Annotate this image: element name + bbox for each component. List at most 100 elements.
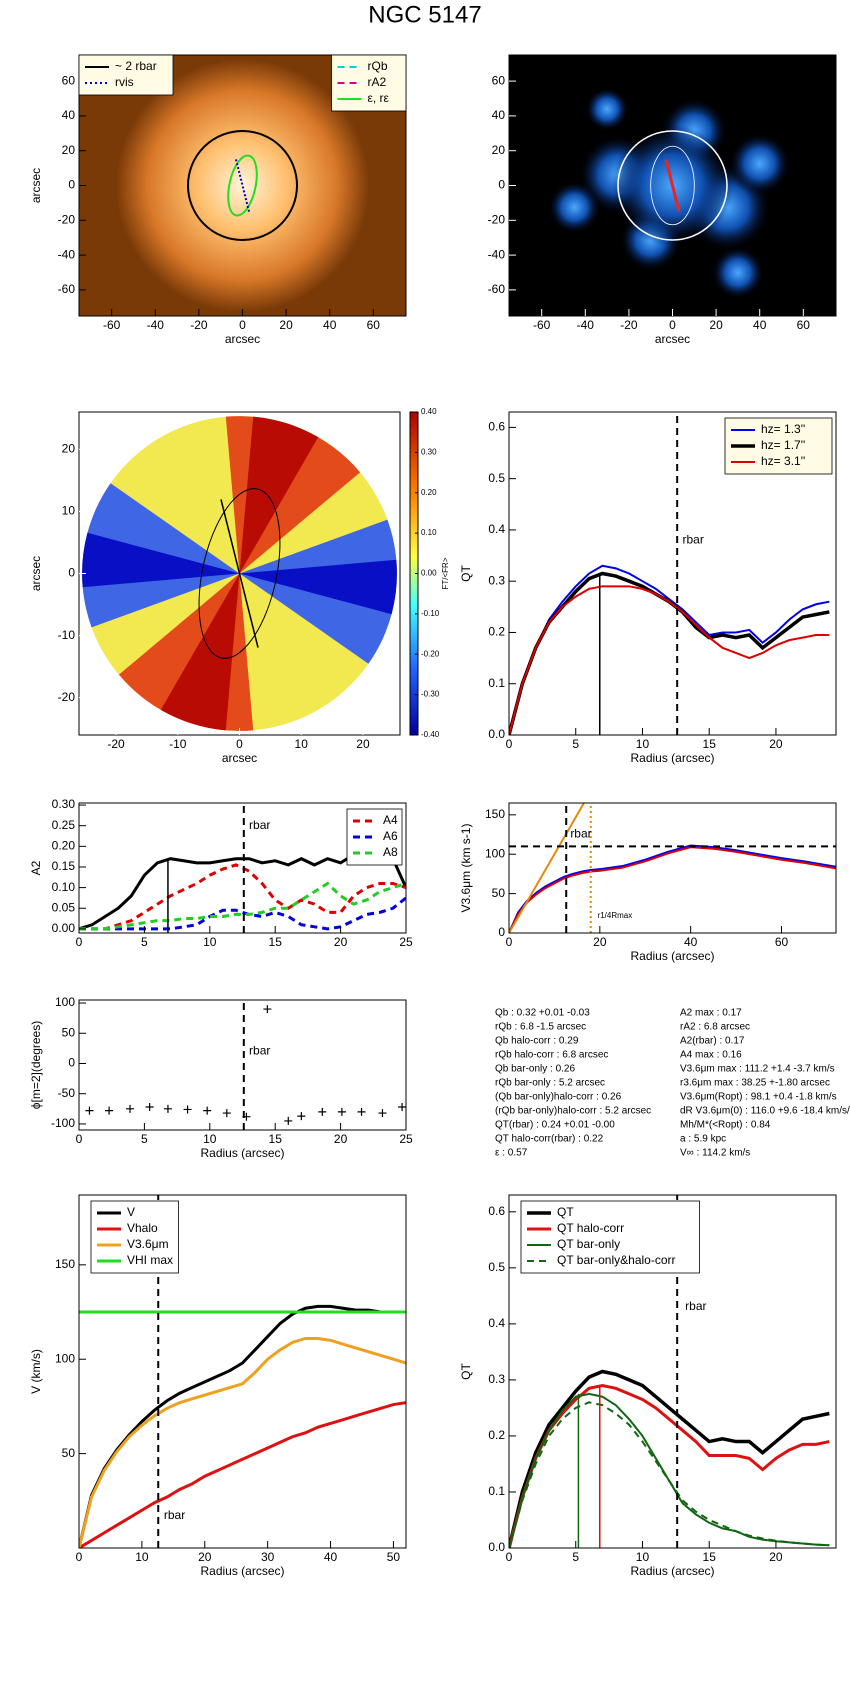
- y-axis-label: V (km/s): [29, 1349, 43, 1394]
- y-tick-label: 40: [492, 108, 506, 122]
- figure-title: NGC 5147: [368, 1, 481, 28]
- colorbar-tick-label: 0.40: [421, 407, 437, 416]
- legend-label: QT bar-only: [557, 1237, 620, 1251]
- parameter: A2 max : 0.17: [680, 1008, 742, 1019]
- y-tick-label: 0.1: [488, 1484, 505, 1498]
- point: [297, 1112, 306, 1121]
- series-line: [509, 1369, 830, 1548]
- y-tick-label: -50: [58, 1086, 76, 1100]
- y-tick-label: 50: [62, 1025, 76, 1039]
- x-tick-label: 20: [198, 1550, 212, 1564]
- point: [318, 1107, 327, 1116]
- x-axis-label: arcsec: [222, 751, 257, 765]
- annotation: rbar: [249, 818, 270, 832]
- x-tick-label: -10: [169, 737, 187, 751]
- parameter: QT halo-corr(rbar) : 0.22: [495, 1134, 604, 1145]
- y-tick-label: -20: [58, 212, 76, 226]
- x-tick-label: 20: [334, 1132, 348, 1146]
- x-tick-label: -60: [103, 318, 121, 332]
- parameter: rA2 : 6.8 arcsec: [680, 1022, 750, 1033]
- bar-line: [220, 499, 259, 648]
- x-tick-label: 5: [141, 935, 148, 949]
- colorbar-tick-label: -0.40: [421, 730, 440, 739]
- series-line: [79, 1401, 406, 1548]
- x-tick-label: 20: [593, 935, 607, 949]
- x-axis-label: Radius (arcsec): [630, 751, 714, 765]
- y-tick-label: -100: [51, 1116, 75, 1130]
- y-tick-label: 0.0: [488, 727, 505, 741]
- y-tick-label: 150: [55, 1257, 75, 1271]
- y-tick-label: 0.0: [488, 1540, 505, 1554]
- legend-label: VHI max: [127, 1253, 173, 1267]
- y-axis-label: V3.6μm (km s-1): [459, 824, 473, 913]
- x-tick-label: 60: [797, 318, 811, 332]
- x-tick-label: -20: [190, 318, 208, 332]
- y-tick-label: 100: [55, 1351, 75, 1365]
- series-line: [79, 896, 406, 931]
- y-tick-label: -60: [488, 282, 506, 296]
- parameter: Qb : 0.32 +0.01 -0.03: [495, 1008, 590, 1019]
- point: [398, 1103, 406, 1112]
- x-tick-label: 0: [236, 737, 243, 751]
- y-tick-label: 0.00: [52, 921, 76, 935]
- point: [163, 1104, 172, 1113]
- point: [222, 1109, 231, 1118]
- series-line: [79, 863, 406, 931]
- x-tick-label: 0: [506, 935, 513, 949]
- parameter: rQb halo-corr : 6.8 arcsec: [495, 1050, 608, 1061]
- legend-label: hz= 1.3'': [761, 422, 805, 436]
- x-tick-label: -20: [620, 318, 638, 332]
- x-tick-label: 15: [703, 737, 717, 751]
- y-tick-label: 0.05: [52, 900, 76, 914]
- map-negative: [82, 532, 240, 588]
- bar-line: [664, 158, 681, 213]
- colorbar-tick-label: 0.20: [421, 488, 437, 497]
- x-axis-label: Radius (arcsec): [200, 1146, 284, 1160]
- y-tick-label: 0.5: [488, 471, 505, 485]
- x-tick-label: 20: [769, 737, 783, 751]
- series-line: [509, 803, 585, 933]
- parameter: V∞ : 114.2 km/s: [680, 1148, 750, 1159]
- parameter: ε : 0.57: [495, 1148, 528, 1159]
- point: [126, 1104, 135, 1113]
- y-tick-label: 60: [62, 73, 76, 87]
- legend-label: rQb: [368, 59, 388, 73]
- x-tick-label: 0: [76, 1550, 83, 1564]
- x-tick-label: 20: [709, 318, 723, 332]
- x-tick-label: 10: [135, 1550, 149, 1564]
- y-tick-label: 0.3: [488, 573, 505, 587]
- x-tick-label: 60: [367, 318, 381, 332]
- series-line: [509, 571, 830, 735]
- plot-area: [82, 416, 397, 731]
- x-tick-label: 0: [76, 1132, 83, 1146]
- plot-frame: [78, 802, 407, 934]
- x-tick-label: 40: [323, 318, 337, 332]
- parameter: rQb : 6.8 -1.5 arcsec: [495, 1022, 586, 1033]
- x-tick-label: 10: [203, 935, 217, 949]
- annotation: rbar: [685, 1299, 706, 1313]
- series-line: [509, 564, 830, 735]
- y-tick-label: 0.15: [52, 859, 76, 873]
- y-tick-label: -20: [488, 212, 506, 226]
- parameter: a : 5.9 kpc: [680, 1134, 726, 1145]
- colorbar-tick-label: 0.10: [421, 528, 437, 537]
- legend-label: V3.6μm: [127, 1237, 169, 1251]
- parameter: Qb halo-corr : 0.29: [495, 1036, 579, 1047]
- series-line: [79, 881, 406, 931]
- contour: [650, 145, 695, 226]
- x-tick-label: 25: [399, 935, 413, 949]
- y-tick-label: 0.4: [488, 1316, 505, 1330]
- annotation: rbar: [164, 1508, 185, 1522]
- legend-label: hz= 3.1'': [761, 454, 805, 468]
- x-tick-label: 0: [76, 935, 83, 949]
- y-tick-label: -40: [488, 247, 506, 261]
- y-tick-label: -20: [58, 690, 76, 704]
- parameter: dR V3.6μm(0) : 116.0 +9.6 -18.4 km/s/kpc: [680, 1106, 850, 1117]
- x-tick-label: 20: [356, 737, 370, 751]
- x-tick-label: 0: [506, 1550, 513, 1564]
- x-tick-label: 5: [572, 737, 579, 751]
- y-tick-label: 0.30: [52, 797, 76, 811]
- point: [378, 1109, 387, 1118]
- y-axis-label: QT: [459, 1363, 473, 1380]
- y-tick-label: 0.3: [488, 1372, 505, 1386]
